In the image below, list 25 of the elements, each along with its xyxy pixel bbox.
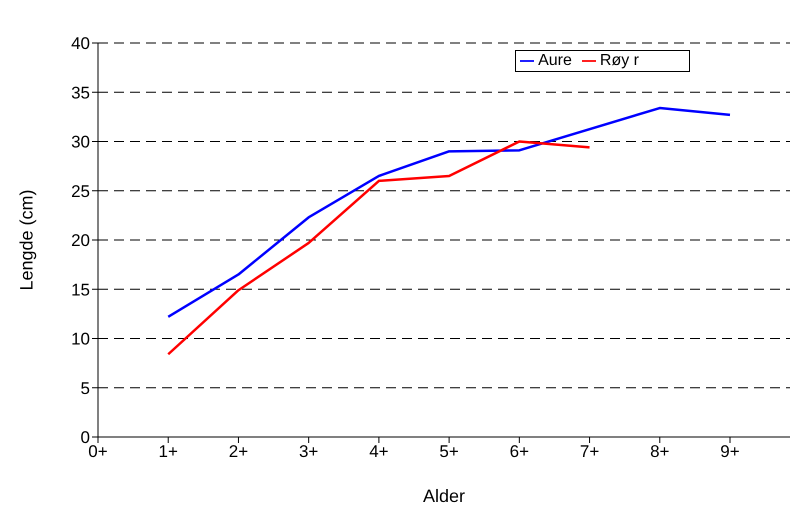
y-tick-label: 10 [71,330,90,349]
y-tick-label: 20 [71,231,90,250]
x-tick-label: 2+ [228,442,248,462]
x-tick-label: 3+ [298,442,318,462]
y-tick-label: 0 [80,428,90,448]
x-tick-label: 0+ [88,442,108,462]
line-series [166,106,732,318]
y-tick-label: 30 [71,132,90,152]
y-tick-label: 5 [80,378,90,398]
x-tick-label: 4+ [369,442,389,462]
x-tick-label: 8+ [650,442,670,462]
x-axis-title: Alder [422,486,466,506]
y-tick-label: 40 [71,34,90,54]
y-tick-label: 25 [71,182,90,201]
y-axis-title: Lengde (cm) [16,189,36,291]
x-tick-label: 7+ [580,442,600,462]
legend-label: Røy r [600,52,639,69]
line-series [166,140,591,356]
x-tick-label: 9+ [720,442,740,462]
y-tick-label: 15 [71,280,90,300]
x-tick-label: 5+ [439,442,459,462]
x-tick-label: 6+ [510,442,530,462]
y-tick-label: 35 [71,83,90,102]
x-tick-label: 1+ [158,442,178,462]
legend-label: Aure [538,52,572,69]
